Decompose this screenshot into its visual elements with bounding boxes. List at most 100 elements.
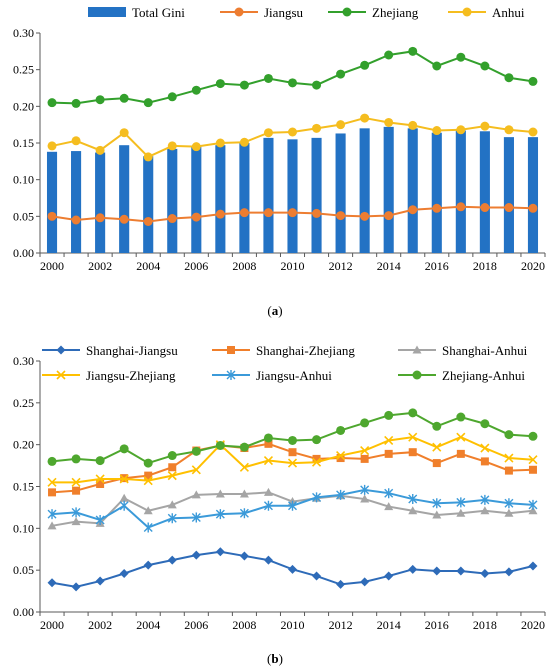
x-tick-label: 2004 bbox=[136, 618, 160, 632]
point-shanghai-zhejiang bbox=[48, 488, 57, 497]
point-shanghai-zhejiang bbox=[504, 466, 513, 475]
legend-item-anhui: Anhui bbox=[448, 5, 525, 20]
point-jiangsu-anhui bbox=[239, 508, 249, 519]
legend-label: Jiangsu-Zhejiang bbox=[86, 368, 176, 383]
y-tick-label: 0.25 bbox=[13, 63, 34, 77]
legend-item-jiangsu-anhui: Jiangsu-Anhui bbox=[212, 368, 332, 383]
point-zhejiang bbox=[336, 69, 346, 79]
point-jiangsu bbox=[119, 214, 129, 224]
bar-total-gini bbox=[455, 130, 466, 253]
point-zhejiang-anhui bbox=[119, 444, 129, 454]
x-tick-label: 2004 bbox=[136, 259, 160, 273]
point-zhejiang-anhui bbox=[504, 430, 514, 440]
point-jiangsu bbox=[215, 209, 225, 219]
point-jiangsu bbox=[408, 205, 418, 215]
point-jiangsu-anhui bbox=[143, 522, 153, 533]
point-jiangsu-anhui bbox=[263, 500, 273, 511]
point-zhejiang bbox=[504, 73, 514, 83]
point-zhejiang-anhui bbox=[360, 418, 370, 428]
bar-total-gini bbox=[479, 131, 490, 253]
x-tick-label: 2018 bbox=[473, 618, 497, 632]
point-anhui bbox=[288, 127, 297, 137]
point-jiangsu-zhejiang bbox=[311, 457, 322, 467]
bar-total-gini bbox=[143, 156, 154, 253]
point-anhui bbox=[456, 125, 466, 135]
point-zhejiang bbox=[167, 92, 177, 102]
y-tick-label: 0.05 bbox=[13, 209, 34, 223]
y-tick-label: 0.20 bbox=[13, 438, 34, 452]
bar-total-gini bbox=[311, 137, 322, 253]
point-jiangsu-anhui bbox=[167, 513, 177, 524]
y-tick-label: 0.20 bbox=[13, 99, 34, 113]
point-shanghai-jiangsu bbox=[191, 550, 201, 560]
legend-item-shanghai-zhejiang: Shanghai-Zhejiang bbox=[212, 343, 355, 358]
point-zhejiang-anhui bbox=[480, 419, 490, 429]
y-tick-label: 0.30 bbox=[13, 26, 34, 40]
legend-item-total-gini: Total Gini bbox=[88, 5, 185, 20]
point-shanghai-anhui bbox=[528, 506, 538, 515]
point-jiangsu bbox=[528, 203, 538, 213]
point-shanghai-zhejiang bbox=[72, 486, 81, 495]
legend-label: Shanghai-Anhui bbox=[442, 343, 528, 358]
x-tick-label: 2000 bbox=[40, 618, 64, 632]
point-jiangsu-zhejiang bbox=[239, 462, 249, 472]
point-anhui bbox=[239, 137, 249, 147]
bar-total-gini bbox=[239, 143, 250, 253]
point-shanghai-anhui bbox=[408, 506, 418, 515]
point-shanghai-jiangsu bbox=[480, 569, 490, 579]
point-shanghai-jiangsu bbox=[95, 576, 105, 586]
bar-total-gini bbox=[527, 137, 539, 253]
point-shanghai-jiangsu bbox=[312, 571, 322, 581]
point-shanghai-jiangsu bbox=[456, 566, 466, 576]
point-jiangsu bbox=[288, 208, 297, 218]
legend-marker bbox=[227, 346, 235, 354]
point-anhui bbox=[432, 126, 442, 136]
legend-label: Anhui bbox=[492, 5, 525, 20]
y-tick-label: 0.10 bbox=[13, 521, 34, 535]
x-tick-label: 2012 bbox=[329, 259, 353, 273]
x-tick-label: 2018 bbox=[473, 259, 497, 273]
point-zhejiang-anhui bbox=[336, 425, 346, 435]
bar-total-gini bbox=[383, 126, 394, 253]
point-shanghai-jiangsu bbox=[432, 566, 442, 576]
point-shanghai-jiangsu bbox=[263, 555, 273, 565]
point-jiangsu bbox=[263, 208, 273, 218]
point-shanghai-zhejiang bbox=[408, 448, 417, 457]
bar-total-gini bbox=[215, 145, 226, 253]
point-shanghai-zhejiang bbox=[144, 471, 153, 480]
point-zhejiang bbox=[456, 52, 466, 62]
point-jiangsu bbox=[336, 211, 346, 221]
x-tick-label: 2008 bbox=[232, 259, 256, 273]
point-zhejiang-anhui bbox=[288, 435, 297, 445]
point-jiangsu-anhui bbox=[191, 512, 201, 523]
point-jiangsu-zhejiang bbox=[480, 443, 490, 453]
point-anhui bbox=[263, 128, 273, 138]
x-tick-label: 2016 bbox=[425, 618, 449, 632]
point-jiangsu bbox=[504, 203, 514, 213]
point-zhejiang-anhui bbox=[408, 408, 418, 418]
point-jiangsu bbox=[167, 214, 177, 224]
point-jiangsu-anhui bbox=[360, 484, 370, 495]
point-jiangsu-zhejiang bbox=[47, 477, 57, 487]
point-anhui bbox=[408, 120, 418, 130]
caption-a: (a) bbox=[267, 303, 283, 318]
point-shanghai-anhui bbox=[239, 489, 249, 498]
legend-label: Zhejiang-Anhui bbox=[442, 368, 525, 383]
chart-a: 0.00 0.05 0.10 0.15 0.20 0.25 0.30 2000 2002 2004… bbox=[13, 5, 546, 273]
point-jiangsu-anhui bbox=[480, 494, 490, 505]
x-tick-label: 2010 bbox=[281, 259, 305, 273]
point-zhejiang bbox=[239, 80, 249, 90]
legend-marker bbox=[226, 370, 236, 380]
bar-total-gini bbox=[359, 128, 370, 253]
point-jiangsu-zhejiang bbox=[336, 450, 346, 461]
point-jiangsu bbox=[191, 212, 201, 222]
bar-total-gini bbox=[503, 137, 514, 253]
legend-label: Shanghai-Jiangsu bbox=[86, 343, 178, 358]
bar-total-gini bbox=[167, 148, 178, 253]
point-shanghai-anhui bbox=[456, 508, 466, 517]
bar-total-gini bbox=[191, 146, 202, 253]
point-jiangsu-zhejiang bbox=[263, 455, 274, 466]
legend-item-shanghai-jiangsu: Shanghai-Jiangsu bbox=[42, 343, 178, 358]
bar-total-gini bbox=[46, 151, 58, 253]
point-zhejiang bbox=[432, 61, 442, 71]
